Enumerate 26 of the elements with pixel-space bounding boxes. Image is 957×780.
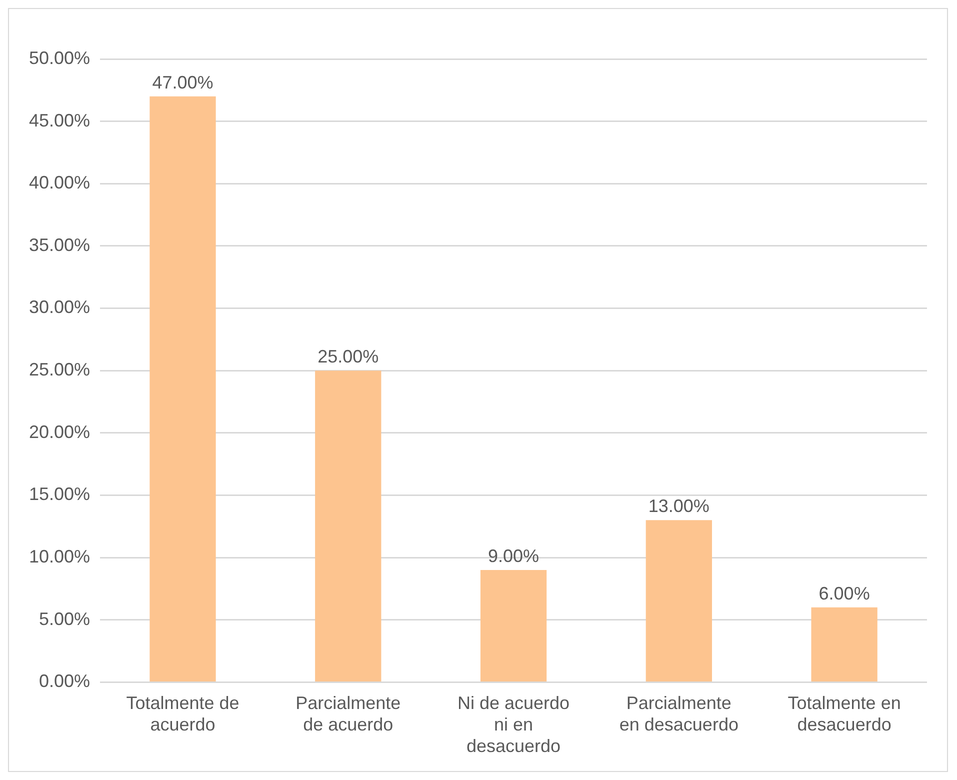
x-tick-label: Parcialmente de acuerdo (296, 692, 401, 735)
y-tick-label: 0.00% (39, 671, 90, 692)
y-tick-label: 35.00% (28, 234, 90, 255)
y-tick-label: 20.00% (28, 422, 90, 442)
y-tick-label: 25.00% (28, 360, 90, 380)
data-label: 6.00% (818, 583, 870, 604)
y-tick-label: 10.00% (28, 546, 90, 567)
y-tick-label: 50.00% (28, 48, 90, 68)
y-tick-label: 40.00% (28, 172, 90, 193)
bar (150, 96, 216, 682)
data-label: 47.00% (152, 72, 214, 92)
data-label: 25.00% (318, 346, 379, 367)
bar (480, 570, 547, 682)
data-label: 9.00% (488, 546, 540, 566)
data-label: 13.00% (648, 496, 710, 516)
bar (646, 520, 712, 682)
y-tick-label: 15.00% (28, 484, 90, 504)
x-tick-label: Totalmente de acuerdo (126, 692, 240, 735)
y-tick-label: 5.00% (39, 608, 90, 629)
x-tick-label: Parcialmente en desacuerdo (619, 692, 738, 735)
bar (811, 607, 878, 682)
x-tick-label: Totalmente en desacuerdo (788, 692, 901, 735)
x-tick-label: Ni de acuerdo ni en desacuerdo (457, 692, 570, 756)
bar (315, 370, 382, 682)
y-tick-label: 30.00% (28, 297, 90, 318)
y-tick-label: 45.00% (28, 110, 90, 130)
